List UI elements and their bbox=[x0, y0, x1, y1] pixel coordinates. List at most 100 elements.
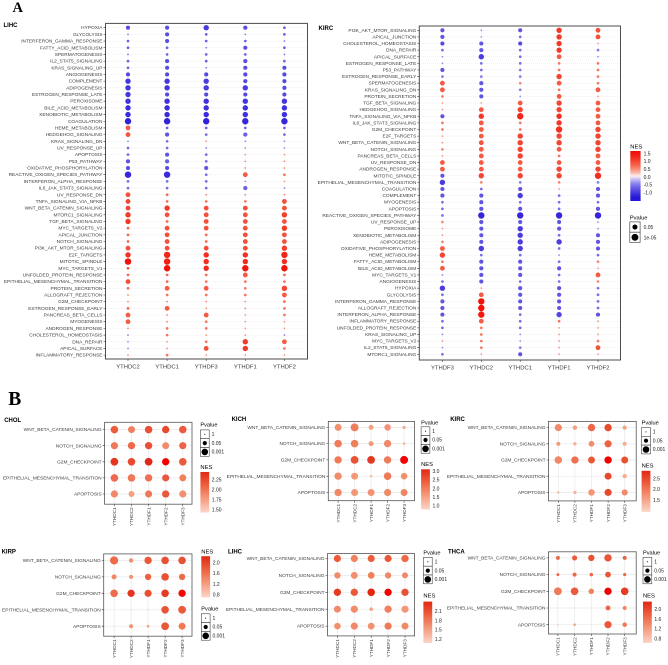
svg-text:YTHDF2: YTHDF2 bbox=[163, 639, 168, 658]
svg-text:YTHDF3: YTHDF3 bbox=[181, 507, 186, 526]
svg-text:0.0: 0.0 bbox=[644, 175, 651, 181]
svg-text:ADIPOGENESIS: ADIPOGENESIS bbox=[66, 85, 102, 91]
svg-text:MTORC1_SIGNALING: MTORC1_SIGNALING bbox=[367, 352, 416, 358]
svg-text:YTHDC2: YTHDC2 bbox=[572, 637, 577, 656]
svg-text:1.6: 1.6 bbox=[654, 617, 661, 623]
svg-text:REACTIVE_OXIGEN_SPECIES_PATHWA: REACTIVE_OXIGEN_SPECIES_PATHWAY bbox=[9, 172, 104, 178]
svg-text:DNA_REPAIR: DNA_REPAIR bbox=[386, 48, 417, 54]
svg-text:0.8: 0.8 bbox=[213, 593, 220, 599]
svg-text:XENOBIOTIC_METABOLISM: XENOBIOTIC_METABOLISM bbox=[353, 233, 416, 239]
svg-text:WNT_BETA_CATENIN_SIGNALING: WNT_BETA_CATENIN_SIGNALING bbox=[338, 140, 416, 146]
svg-text:Pvalue: Pvalue bbox=[201, 607, 218, 613]
svg-text:APOPTOSIS: APOPTOSIS bbox=[389, 206, 417, 212]
svg-text:ESTROGEN_RESPONSE_LATE: ESTROGEN_RESPONSE_LATE bbox=[346, 61, 417, 67]
svg-text:LIHC: LIHC bbox=[228, 549, 243, 555]
svg-text:ALLOGRAFT_REJECTION: ALLOGRAFT_REJECTION bbox=[358, 306, 417, 312]
svg-text:1.5: 1.5 bbox=[435, 628, 442, 634]
svg-text:YTHDF2: YTHDF2 bbox=[606, 637, 611, 656]
svg-text:G2M_CHECKPOINT: G2M_CHECKPOINT bbox=[57, 459, 102, 465]
svg-text:SPERMATOGENESIS: SPERMATOGENESIS bbox=[368, 81, 416, 87]
svg-text:DNA_REPAIR: DNA_REPAIR bbox=[72, 339, 103, 345]
svg-text:0.001: 0.001 bbox=[653, 447, 666, 453]
svg-text:SPERMATOGENESIS: SPERMATOGENESIS bbox=[55, 52, 103, 58]
svg-text:NES: NES bbox=[421, 462, 433, 468]
svg-text:2.0: 2.0 bbox=[653, 487, 660, 493]
svg-text:KICH: KICH bbox=[232, 417, 247, 423]
svg-text:1: 1 bbox=[213, 616, 216, 622]
svg-text:KIRC: KIRC bbox=[450, 417, 465, 423]
svg-text:YTHDC2: YTHDC2 bbox=[129, 507, 134, 526]
svg-text:WNT_BETA_CATENIN_SIGNALING: WNT_BETA_CATENIN_SIGNALING bbox=[468, 425, 546, 431]
svg-text:UNFOLDED_PROTEIN_RESPONSE: UNFOLDED_PROTEIN_RESPONSE bbox=[337, 325, 417, 331]
svg-text:IL2_STAT5_SIGNALING: IL2_STAT5_SIGNALING bbox=[364, 345, 417, 351]
svg-text:LIHC: LIHC bbox=[4, 23, 19, 29]
svg-text:IL6_JAK_STAT3_SIGNALING: IL6_JAK_STAT3_SIGNALING bbox=[352, 120, 416, 126]
svg-text:COMPLEMENT: COMPLEMENT bbox=[69, 79, 103, 85]
svg-text:APICAL_SURFACE: APICAL_SURFACE bbox=[60, 346, 102, 352]
svg-text:INTERFERON_ALPHA_RESPONSE: INTERFERON_ALPHA_RESPONSE bbox=[337, 312, 416, 318]
svg-text:INTERFERON_ALPHA_RESPONSE: INTERFERON_ALPHA_RESPONSE bbox=[24, 179, 103, 185]
svg-text:1: 1 bbox=[435, 560, 438, 566]
svg-text:KRAS_SIGNALING_DN: KRAS_SIGNALING_DN bbox=[51, 139, 103, 145]
svg-text:WNT_BETA_CATENIN_SIGNALING: WNT_BETA_CATENIN_SIGNALING bbox=[23, 558, 101, 564]
svg-text:HYPOXIA: HYPOXIA bbox=[81, 25, 103, 31]
svg-text:1.2: 1.2 bbox=[435, 637, 442, 643]
svg-text:0.001: 0.001 bbox=[435, 577, 448, 583]
svg-text:INTERFERON_GAMMA_RESPONSE: INTERFERON_GAMMA_RESPONSE bbox=[335, 299, 416, 305]
svg-text:Pvalue: Pvalue bbox=[643, 551, 660, 557]
svg-text:YTHDF1: YTHDF1 bbox=[589, 504, 594, 523]
svg-text:ALLOGRAFT_REJECTION: ALLOGRAFT_REJECTION bbox=[44, 292, 103, 298]
svg-text:YTHDF2: YTHDF2 bbox=[273, 364, 296, 370]
svg-text:0.001: 0.001 bbox=[432, 447, 445, 453]
svg-text:NOTCH_SIGNALING: NOTCH_SIGNALING bbox=[500, 441, 546, 447]
svg-text:YTHDC2: YTHDC2 bbox=[470, 365, 494, 371]
svg-text:YTHDF1: YTHDF1 bbox=[146, 507, 151, 526]
svg-text:YTHDF1: YTHDF1 bbox=[548, 365, 571, 371]
svg-text:YTHDC1: YTHDC1 bbox=[155, 364, 179, 370]
svg-text:KRAS_SIGNALING_UP: KRAS_SIGNALING_UP bbox=[51, 65, 102, 71]
svg-text:EPITHELIAL_MESENCHYMAL_TRANSIT: EPITHELIAL_MESENCHYMAL_TRANSITION bbox=[447, 474, 546, 480]
svg-text:ESTROGEN_RESPONSE_EARLY: ESTROGEN_RESPONSE_EARLY bbox=[28, 306, 103, 312]
svg-text:UNFOLDED_PROTEIN_RESPONSE: UNFOLDED_PROTEIN_RESPONSE bbox=[23, 272, 103, 278]
svg-text:YTHDF1: YTHDF1 bbox=[369, 504, 374, 523]
svg-text:GLYCOLYSIS: GLYCOLYSIS bbox=[387, 292, 417, 298]
svg-text:TGF_BETA_SIGNALING: TGF_BETA_SIGNALING bbox=[49, 219, 102, 225]
svg-text:YTHDF3: YTHDF3 bbox=[180, 639, 185, 658]
svg-text:2.0: 2.0 bbox=[433, 486, 440, 492]
svg-text:PI3K_AKT_MTOR_SIGNALING: PI3K_AKT_MTOR_SIGNALING bbox=[35, 246, 103, 252]
svg-text:WNT_BETA_CATENIN_SIGNALING: WNT_BETA_CATENIN_SIGNALING bbox=[24, 427, 102, 433]
svg-text:APOPTOSIS: APOPTOSIS bbox=[74, 492, 102, 498]
svg-text:G2M_CHECKPOINT: G2M_CHECKPOINT bbox=[56, 591, 101, 597]
svg-text:YTHDF1: YTHDF1 bbox=[589, 637, 594, 656]
svg-text:YTHDF1: YTHDF1 bbox=[234, 364, 257, 370]
svg-text:0.05: 0.05 bbox=[653, 438, 663, 444]
svg-text:PEROXISOME: PEROXISOME bbox=[70, 99, 102, 105]
svg-text:1.2: 1.2 bbox=[654, 627, 661, 633]
svg-text:OXIDATIVE_PHOSPHORYLATION: OXIDATIVE_PHOSPHORYLATION bbox=[341, 246, 417, 252]
svg-text:YTHDC2: YTHDC2 bbox=[116, 364, 140, 370]
svg-text:G2M_CHECKPOINT: G2M_CHECKPOINT bbox=[280, 590, 325, 596]
svg-text:HEME_METABOLISM: HEME_METABOLISM bbox=[369, 253, 417, 259]
svg-text:ESTROGEN_RESPONSE_EARLY: ESTROGEN_RESPONSE_EARLY bbox=[342, 74, 417, 80]
svg-text:ADIPOGENESIS: ADIPOGENESIS bbox=[380, 239, 416, 245]
svg-text:P53_PATHWAY: P53_PATHWAY bbox=[383, 67, 417, 73]
svg-text:OXIDATIVE_PHOSPHORYLATION: OXIDATIVE_PHOSPHORYLATION bbox=[27, 166, 103, 172]
svg-text:MITOTIC_SPINDLE: MITOTIC_SPINDLE bbox=[373, 173, 416, 179]
svg-text:Pvalue: Pvalue bbox=[642, 420, 659, 426]
svg-text:PROTEIN_SECRETION: PROTEIN_SECRETION bbox=[364, 94, 417, 100]
svg-text:BILE_ACID_METABOLISM: BILE_ACID_METABOLISM bbox=[44, 105, 102, 111]
svg-text:1.0: 1.0 bbox=[644, 159, 651, 165]
svg-text:YTHDF3: YTHDF3 bbox=[195, 364, 219, 370]
svg-text:APICAL_SURFACE: APICAL_SURFACE bbox=[374, 54, 416, 60]
svg-text:YTHDF2: YTHDF2 bbox=[386, 639, 391, 658]
svg-text:YTHDF2: YTHDF2 bbox=[606, 504, 611, 523]
svg-text:E2F_TARGETS: E2F_TARGETS bbox=[383, 134, 417, 140]
svg-text:APICAL_JUNCTION: APICAL_JUNCTION bbox=[59, 232, 104, 238]
svg-text:1.5: 1.5 bbox=[653, 498, 660, 504]
svg-text:NOTCH_SIGNALING: NOTCH_SIGNALING bbox=[55, 575, 101, 581]
svg-text:0.05: 0.05 bbox=[435, 568, 445, 574]
svg-text:KRAS_SIGNALING_DN: KRAS_SIGNALING_DN bbox=[365, 87, 417, 93]
svg-text:UV_RESPONSE_UP: UV_RESPONSE_UP bbox=[371, 220, 416, 226]
svg-text:YTHDF1: YTHDF1 bbox=[146, 639, 151, 658]
svg-text:UV_RESPONSE_UP: UV_RESPONSE_UP bbox=[57, 145, 102, 151]
